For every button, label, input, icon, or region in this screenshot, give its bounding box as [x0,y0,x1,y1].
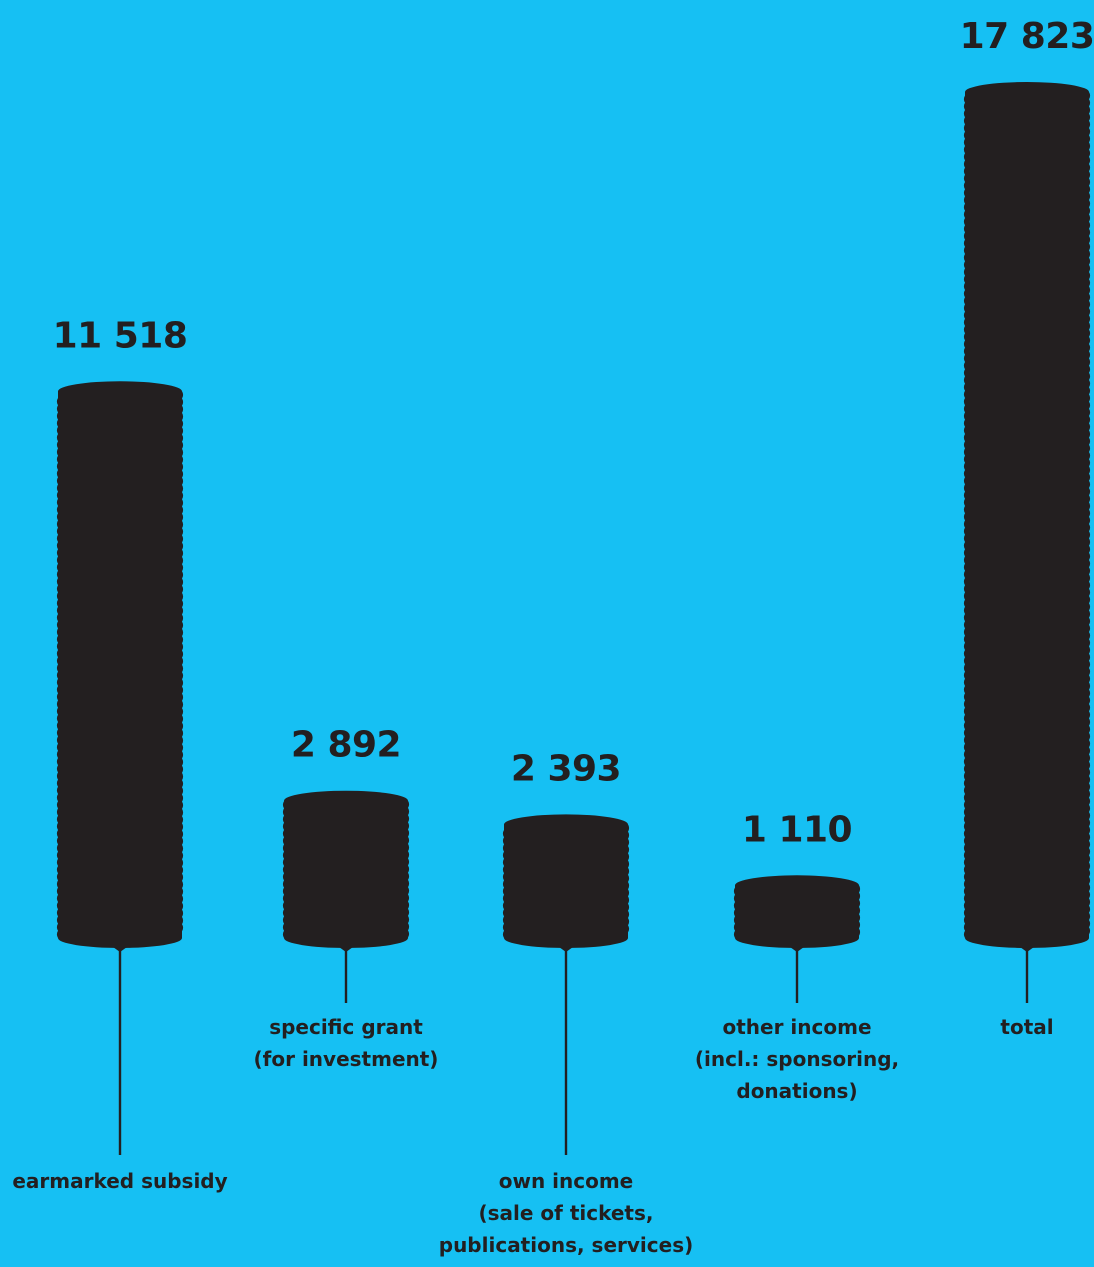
category-label-line: publications, services) [439,1233,693,1257]
stem-notch [339,947,353,952]
category-label-line: earmarked subsidy [12,1169,227,1193]
value-label-2: 2 892 [291,725,401,766]
category-label-3: own income (sale of tickets, publications,… [439,1169,693,1257]
value-label-3: 2 393 [511,748,621,789]
bar-5 [963,82,1091,948]
stem-notch [790,947,804,952]
category-label-line: (for investment) [254,1047,439,1071]
value-label-1: 11 518 [53,315,188,356]
chart-labels: 11 518 earmarked subsidy 2 892 specific gra… [12,16,1094,1257]
stem-notch [559,947,573,952]
bar-1 [56,381,184,948]
category-label-line: other income [722,1015,871,1039]
value-label-5: 17 823 [960,16,1094,57]
stem-notch [1020,947,1034,952]
category-label-line: specific grant [269,1015,423,1039]
category-label-line: donations) [736,1079,857,1103]
stem-notch [113,947,127,952]
bar-4 [733,875,861,948]
category-label-4: other income (incl.: sponsoring, donations… [695,1015,899,1103]
bar-2 [282,790,410,948]
value-label-4: 1 110 [742,809,852,850]
category-label-line: (incl.: sponsoring, [695,1047,899,1071]
coin-stacks [56,82,1091,1155]
category-label-line: total [1000,1015,1053,1039]
category-label-5: total [1000,1015,1053,1039]
category-label-line: (sale of tickets, [479,1201,654,1225]
category-label-line: own income [499,1169,634,1193]
category-label-1: earmarked subsidy [12,1169,227,1193]
bar-3 [502,814,630,948]
category-label-2: specific grant (for investment) [254,1015,439,1071]
